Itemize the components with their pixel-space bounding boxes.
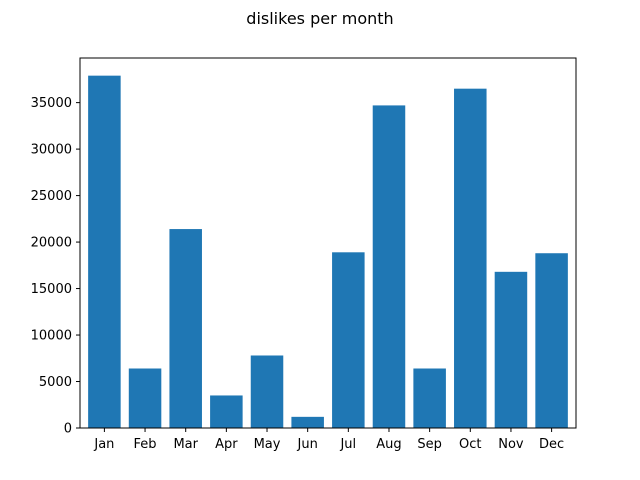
y-tick-label: 15000 (31, 282, 72, 297)
y-tick-label: 20000 (31, 236, 72, 251)
x-tick-label: Jan (93, 437, 114, 452)
bar-may (250, 355, 284, 428)
y-tick-label: 5000 (39, 375, 72, 390)
x-tick-label: Mar (173, 437, 198, 452)
chart-title: dislikes per month (246, 9, 393, 28)
x-tick-label: Nov (498, 437, 524, 452)
bar-jun (291, 416, 324, 428)
y-tick-label: 10000 (31, 329, 72, 344)
bar-oct (454, 88, 487, 429)
plot-frame (79, 57, 577, 429)
bar-aug (372, 105, 406, 428)
bars-group (88, 75, 568, 429)
bar-nov (494, 271, 528, 428)
y-tick-label: 35000 (31, 96, 72, 111)
y-tick-label: 25000 (31, 189, 72, 204)
y-axis: 0 5000 10000 15000 20000 25000 30000 35000 (31, 96, 80, 437)
y-tick-label: 0 (64, 422, 72, 437)
x-tick-label: Jun (297, 437, 318, 452)
bar-sep (413, 368, 446, 428)
bar-apr (210, 395, 243, 428)
x-tick-label: Feb (134, 437, 157, 452)
bar-dec (535, 253, 568, 428)
x-tick-label: Oct (459, 437, 481, 452)
y-tick-label: 30000 (31, 143, 72, 158)
bar-mar (169, 229, 202, 428)
x-tick-label: Jul (339, 437, 356, 452)
x-tick-label: May (254, 437, 281, 452)
x-tick-label: Dec (539, 437, 564, 452)
bar-jan (88, 75, 121, 428)
bar-feb (128, 368, 162, 428)
bar-jul (332, 252, 365, 428)
x-tick-label: Aug (376, 437, 401, 452)
x-tick-label: Apr (215, 437, 238, 452)
x-axis: Jan Feb Mar Apr May Jun Jul Aug Sep Oct Nov Dec (93, 428, 564, 452)
x-tick-label: Sep (417, 437, 442, 452)
